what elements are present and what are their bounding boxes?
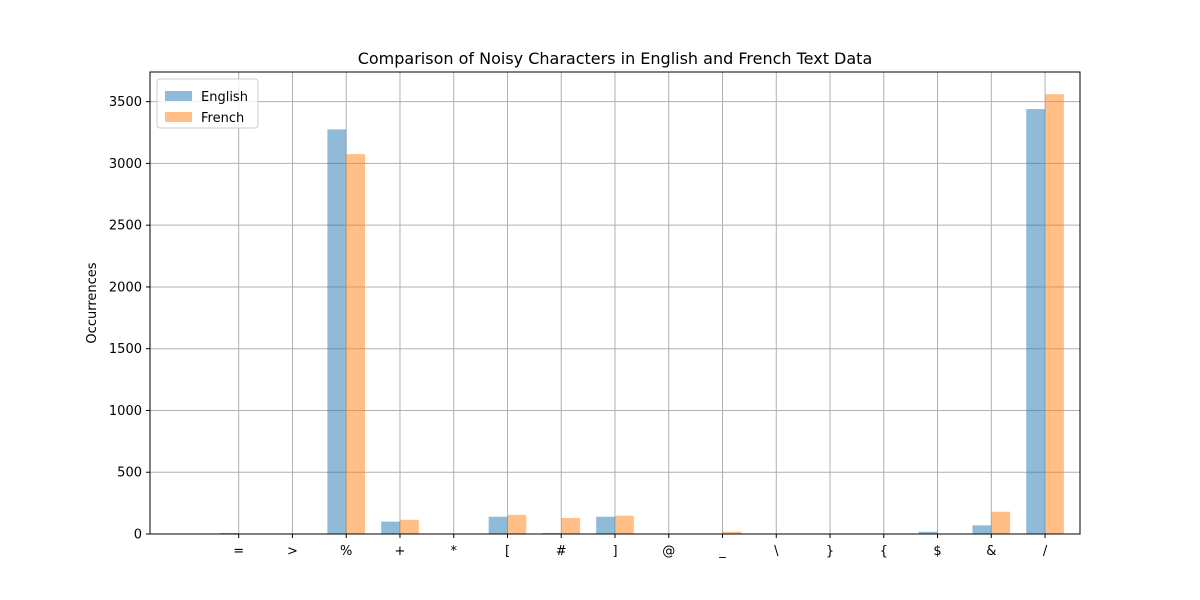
bar-english-15 (1026, 109, 1046, 534)
x-tick-label: * (450, 544, 457, 559)
y-tick-label: 0 (134, 528, 142, 543)
bar-french-15 (1045, 94, 1064, 534)
legend: English French (156, 78, 259, 129)
y-tick-label: 2000 (109, 280, 142, 295)
bar-french-6 (561, 517, 581, 534)
x-tick-label: @ (662, 544, 675, 559)
x-tick-label: / (1043, 544, 1048, 559)
bar-french-7 (615, 515, 634, 534)
legend-swatch-french (165, 112, 192, 122)
y-tick-label: 1000 (109, 404, 142, 419)
x-tick-label: & (986, 544, 996, 559)
bar-english-7 (596, 516, 615, 534)
x-tick-label: \ (774, 544, 779, 559)
bar-english-2 (327, 129, 347, 535)
x-tick-label: _ (718, 544, 726, 559)
x-tick-label: ] (612, 544, 617, 559)
x-tick-label: $ (933, 544, 941, 559)
grid-lines (150, 72, 1080, 535)
bar-french-5 (507, 514, 527, 534)
y-tick-label: 3500 (109, 95, 142, 110)
x-tick-label: [ (505, 544, 510, 559)
y-tick-label: 2500 (109, 219, 142, 234)
y-tick-label: 1500 (109, 342, 142, 357)
x-tick-label: { (880, 544, 888, 559)
bar-english-14 (972, 525, 992, 534)
bar-english-5 (488, 516, 508, 534)
y-tick-label: 500 (117, 466, 142, 481)
bar-french-3 (399, 519, 419, 534)
legend-label-french: French (201, 111, 244, 126)
bar-english-13 (918, 531, 938, 534)
bar-french-9 (722, 531, 742, 534)
bar-french-14 (991, 511, 1011, 534)
chart-title: Comparison of Noisy Characters in Englis… (358, 49, 873, 68)
legend-label-english: English (201, 90, 248, 105)
axis-ticks: 0 500 1000 1500 2000 2500 3000 3500 = >% + * [ #] @ _ \}… (109, 95, 1048, 559)
x-tick-label: + (395, 544, 406, 559)
bars (219, 94, 1064, 535)
x-tick-label: % (340, 544, 352, 559)
bar-french-2 (346, 154, 366, 534)
x-tick-label: # (556, 544, 567, 559)
x-tick-label: > (287, 544, 298, 559)
legend-swatch-english (165, 91, 192, 101)
x-tick-label: = (233, 544, 244, 559)
bar-english-3 (381, 521, 400, 534)
y-tick-label: 3000 (109, 157, 142, 172)
x-tick-label: } (826, 544, 834, 559)
y-axis-label: Occurrences (85, 262, 100, 343)
